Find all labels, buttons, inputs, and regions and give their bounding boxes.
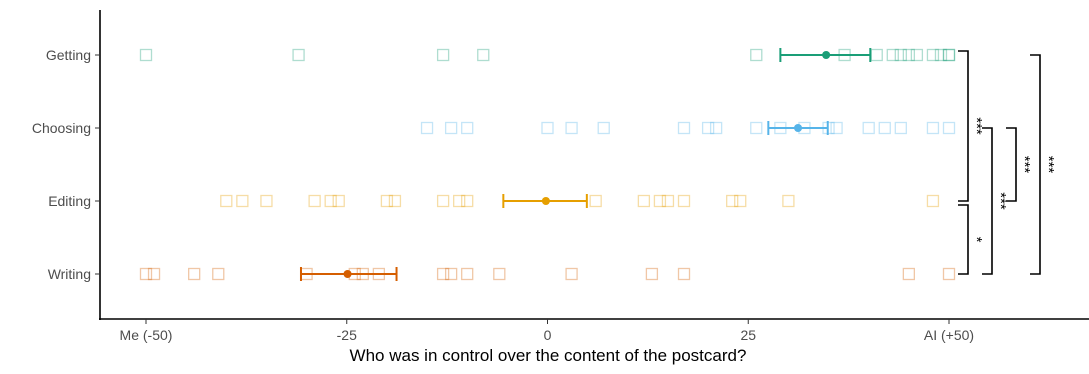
y-tick-label-getting: Getting [46,47,91,63]
data-point [308,194,321,208]
y-tick-label-writing: Writing [48,266,91,282]
data-point [212,267,225,281]
x-tick-label: 0 [544,327,552,343]
data-point [653,194,667,208]
data-point [677,194,691,208]
bracket-line [958,50,969,202]
data-point [726,194,739,208]
x-tick-label: -25 [337,327,357,343]
data-point [541,121,554,135]
significance-bracket: *** [982,127,1009,275]
data-point [886,48,899,62]
data-point [701,121,715,135]
data-point [677,267,691,281]
data-point [926,121,940,135]
series-editing [220,194,940,208]
significance-label: * [968,237,985,243]
significance-label: *** [992,192,1009,210]
data-point [332,194,345,208]
data-point [477,48,490,62]
data-point [862,121,875,135]
data-point [910,48,924,62]
data-point [139,267,153,281]
bracket-line [1006,127,1017,202]
mean-point [541,197,550,205]
significance-bracket: *** [1006,127,1033,202]
data-point [589,194,602,208]
data-point [894,48,907,62]
data-point [444,121,458,135]
data-point [830,121,843,135]
data-point [894,121,907,135]
data-point [942,267,956,281]
data-point [436,48,450,62]
data-point [188,267,201,281]
x-tick-label: AI (+50) [924,327,974,343]
data-point [782,194,795,208]
significance-bracket: *** [958,50,985,202]
data-point [565,267,578,281]
data-point [926,48,940,62]
x-tick-label: Me (-50) [120,327,173,343]
series-writing [139,267,956,281]
data-point [380,194,394,208]
data-point [236,194,249,208]
data-point [292,48,305,62]
y-tick-label-editing: Editing [48,193,91,209]
y-tick-label-choosing: Choosing [32,120,91,136]
data-point [461,267,474,281]
data-point [750,121,763,135]
data-point [942,121,956,135]
data-point [147,267,161,281]
data-point [902,267,915,281]
bracket-line [958,204,969,275]
series-getting [139,48,956,62]
bracket-line [982,127,993,275]
significance-bracket: * [958,204,985,275]
data-point [645,267,659,281]
significance-label: *** [968,117,985,135]
data-point [493,267,506,281]
data-point [661,194,675,208]
significance-bracket: *** [1030,54,1057,275]
data-point [436,267,450,281]
data-point [677,121,691,135]
data-point [220,194,233,208]
data-point [942,48,956,62]
data-point [637,194,651,208]
data-point [461,121,474,135]
series-choosing [420,121,956,135]
x-axis-title: Who was in control over the content of t… [350,346,747,365]
data-point [750,48,763,62]
data-point [139,48,153,62]
x-tick-label: 25 [740,327,756,343]
mean-point [822,51,831,59]
data-point [734,194,747,208]
mean-point [343,270,352,278]
data-point [926,194,940,208]
significance-label: *** [1016,156,1033,174]
data-point [942,48,956,62]
data-point [902,48,915,62]
data-point [461,194,474,208]
data-point [420,121,434,135]
bracket-line [1030,54,1041,275]
data-point [709,121,723,135]
data-point [436,194,450,208]
data-point [324,194,337,208]
data-point [453,194,466,208]
data-point [878,121,891,135]
significance-label: *** [1040,156,1057,174]
data-point [597,121,610,135]
mean-point [794,124,803,132]
data-point [444,267,458,281]
data-point [565,121,578,135]
data-point [934,48,948,62]
data-point [260,194,273,208]
data-point [388,194,402,208]
data-point [870,48,883,62]
